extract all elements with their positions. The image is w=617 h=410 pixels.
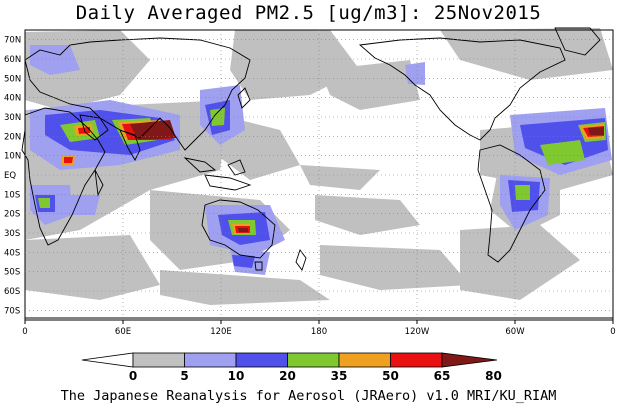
lon-label: 120E: [210, 327, 232, 337]
lat-label: 30S: [4, 229, 20, 239]
lat-label: 60S: [4, 287, 20, 297]
colorbar-tick-label: 50: [382, 369, 399, 383]
lat-label: 30N: [4, 113, 21, 123]
map-title: Daily Averaged PM2.5 [ug/m3]: 25Nov2015: [75, 2, 542, 24]
lon-label: 0: [610, 327, 615, 337]
lon-label: 0: [22, 327, 27, 337]
colorbar-tick-label: 80: [485, 369, 502, 383]
colorbar-tick-label: 0: [129, 369, 137, 383]
coastlines: [21, 27, 613, 319]
lat-label: 70N: [4, 36, 21, 46]
colorbar-tick-label: 20: [279, 369, 296, 383]
lat-label: 20S: [4, 210, 20, 220]
map-frame: 70N 60N 50N 40N 30N 20N 10N EQ 10S 20S 30S 40S 50S 60…: [4, 29, 616, 337]
lat-label: 10N: [4, 152, 21, 162]
colorbar-segment: [287, 352, 340, 368]
colorbar-segment: [132, 352, 185, 368]
lat-label: 10S: [4, 190, 20, 200]
lat-label: 60N: [4, 55, 21, 65]
colorbar: 0 5 10 20 35 50 65 80: [81, 352, 502, 383]
lon-label: 60W: [505, 327, 525, 337]
footer-credit: The Japanese Reanalysis for Aerosol (JRA…: [60, 388, 557, 404]
lat-label: EQ: [4, 171, 16, 181]
lat-label: 50N: [4, 74, 21, 84]
lon-label: 60E: [115, 327, 131, 337]
colorbar-segment: [338, 352, 391, 368]
lat-label: 50S: [4, 268, 20, 278]
colorbar-tick-label: 10: [228, 369, 245, 383]
colorbar-segment: [81, 352, 134, 368]
lat-label: 70S: [4, 306, 20, 316]
colorbar-segment: [390, 352, 443, 368]
colorbar-tick-label: 5: [180, 369, 188, 383]
colorbar-tick-label: 35: [331, 369, 348, 383]
colorbar-segment: [441, 352, 498, 368]
lon-label: 120W: [405, 327, 430, 337]
lat-label: 40S: [4, 248, 20, 258]
lat-label: 40N: [4, 94, 21, 104]
lat-label: 20N: [4, 132, 21, 142]
colorbar-segment: [235, 352, 288, 368]
colorbar-tick-label: 65: [434, 369, 451, 383]
lon-label: 180: [311, 327, 327, 337]
colorbar-segment: [184, 352, 237, 368]
